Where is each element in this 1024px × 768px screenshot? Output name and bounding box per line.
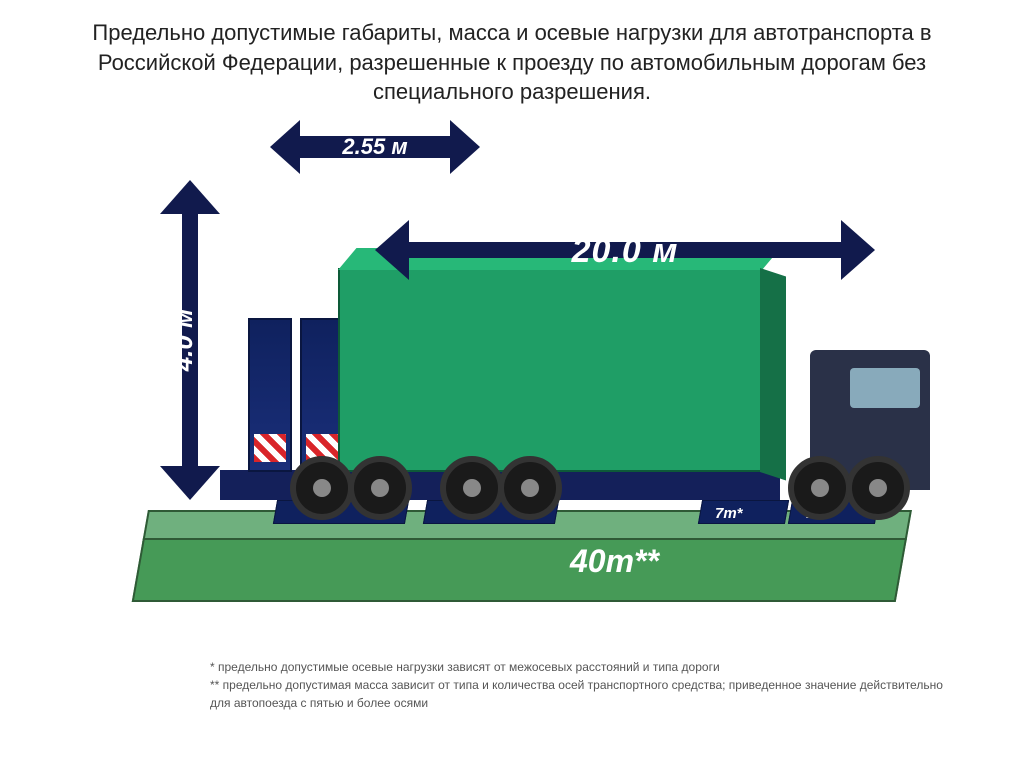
arrow-head-icon bbox=[160, 466, 220, 500]
loading-ramp bbox=[248, 318, 292, 472]
wheel-icon bbox=[846, 456, 910, 520]
footnote-mass: ** предельно допустимая масса зависит от… bbox=[210, 676, 964, 712]
axle-load-label: 7т* bbox=[715, 505, 743, 522]
cab-window bbox=[850, 368, 920, 408]
cargo-container bbox=[338, 268, 762, 472]
length-dimension-arrow: 20.0 м bbox=[375, 220, 875, 290]
page-title: Предельно допустимые габариты, масса и о… bbox=[60, 18, 964, 107]
hazard-stripe-icon bbox=[254, 434, 286, 462]
page: Предельно допустимые габариты, масса и о… bbox=[0, 0, 1024, 768]
weigh-pad bbox=[698, 500, 789, 524]
wheel-icon bbox=[788, 456, 852, 520]
height-value: 4.0 м bbox=[168, 309, 199, 372]
length-value: 20.0 м bbox=[375, 232, 875, 271]
arrow-head-icon bbox=[160, 180, 220, 214]
wheel-icon bbox=[348, 456, 412, 520]
total-mass-label: 40т** bbox=[570, 543, 659, 580]
footnote-axle: * предельно допустимые осевые нагрузки з… bbox=[210, 658, 964, 676]
width-dimension-arrow: 2.55 м bbox=[270, 120, 480, 174]
footnotes: * предельно допустимые осевые нагрузки з… bbox=[210, 658, 964, 712]
wheel-icon bbox=[440, 456, 504, 520]
container-side-face bbox=[760, 268, 786, 480]
diagram-scene: 2.55 м 4.0 м 40т** 7т* 7т* 7т* 7т* bbox=[140, 150, 900, 620]
height-dimension-arrow: 4.0 м bbox=[160, 180, 220, 500]
width-value: 2.55 м bbox=[270, 134, 480, 160]
platform-front bbox=[132, 538, 907, 602]
wheel-icon bbox=[498, 456, 562, 520]
wheel-icon bbox=[290, 456, 354, 520]
